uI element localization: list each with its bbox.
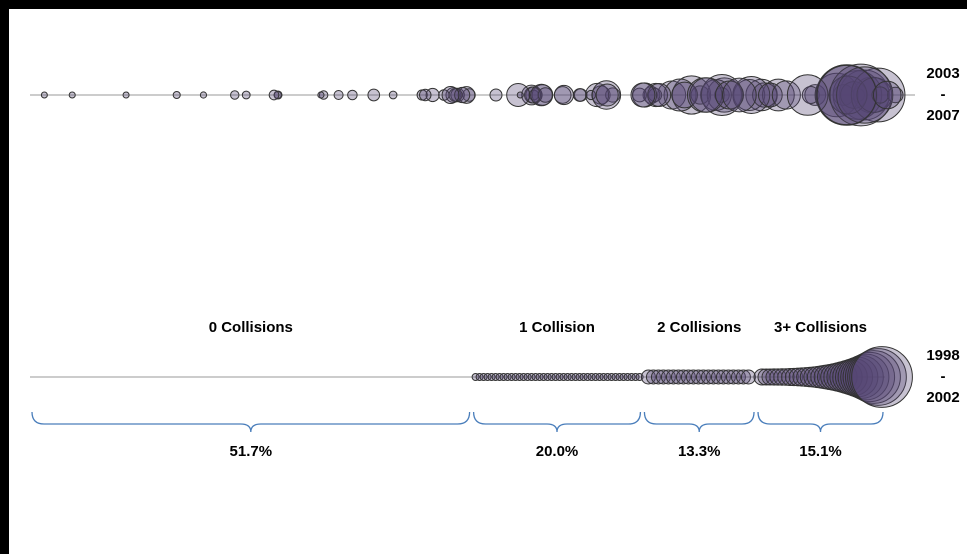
- period-label: 2003: [926, 65, 959, 82]
- bubble: [489, 88, 503, 102]
- bubble: [630, 82, 656, 108]
- bubble: [367, 88, 381, 102]
- bracket: [31, 411, 471, 433]
- bubble: [584, 82, 610, 108]
- bubble: [689, 77, 725, 113]
- bubble: [530, 83, 553, 107]
- bracket: [472, 411, 642, 433]
- bubble: [847, 350, 901, 404]
- period-label: -: [941, 368, 946, 385]
- bubble: [40, 91, 48, 99]
- bubbles: [40, 63, 913, 408]
- bubble: [887, 86, 904, 104]
- bubble: [441, 86, 460, 104]
- bubble: [317, 91, 325, 99]
- bubble: [388, 90, 398, 100]
- bubble: [595, 83, 619, 107]
- bubble: [553, 84, 574, 106]
- bubble: [230, 90, 240, 100]
- period-label: -: [941, 86, 946, 103]
- bracket: [643, 411, 755, 433]
- bubble: [851, 346, 913, 408]
- bubble: [740, 369, 756, 385]
- bubble: [333, 89, 344, 101]
- bubble: [457, 86, 476, 104]
- category-label: 1 Collision: [519, 319, 595, 336]
- period-label: 2002: [926, 389, 959, 406]
- period-label: 2007: [926, 107, 959, 124]
- category-label: 3+ Collisions: [774, 319, 867, 336]
- bubble: [844, 351, 896, 403]
- bubble: [771, 80, 801, 110]
- bubble: [506, 83, 531, 107]
- bubble: [425, 87, 440, 103]
- bubble: [418, 88, 432, 102]
- bubble: [801, 86, 820, 104]
- bubble: [605, 87, 621, 103]
- bubble: [842, 353, 890, 401]
- bubble: [761, 78, 795, 112]
- bubble: [199, 91, 208, 99]
- value-label: 15.1%: [799, 443, 842, 460]
- period-label: 1998: [926, 347, 959, 364]
- frame-top: [0, 0, 967, 9]
- value-label: 13.3%: [678, 443, 721, 460]
- bracket: [757, 411, 884, 433]
- frame-left: [0, 0, 9, 554]
- category-label: 2 Collisions: [657, 319, 741, 336]
- bubble: [758, 82, 783, 108]
- bubble: [68, 91, 76, 99]
- bubble: [722, 77, 757, 113]
- bubble: [241, 90, 251, 100]
- bubble: [516, 91, 524, 99]
- bubble: [816, 64, 877, 126]
- bubble: [784, 367, 804, 387]
- bubble: [786, 74, 829, 116]
- bubble: [836, 66, 894, 124]
- bubble: [572, 88, 587, 102]
- value-label: 20.0%: [536, 443, 579, 460]
- value-label: 51.7%: [230, 443, 273, 460]
- bubble: [663, 78, 697, 112]
- bubble: [273, 90, 283, 100]
- bubble: [829, 63, 893, 127]
- category-label: 0 Collisions: [209, 319, 293, 336]
- bubble: [122, 91, 130, 99]
- bubble: [732, 76, 771, 114]
- bubble: [735, 369, 751, 385]
- bubble: [872, 80, 902, 110]
- bubble: [585, 89, 597, 101]
- bubble: [268, 89, 280, 101]
- bubble: [172, 90, 181, 100]
- bubble: [347, 89, 358, 101]
- bubble: [849, 348, 907, 406]
